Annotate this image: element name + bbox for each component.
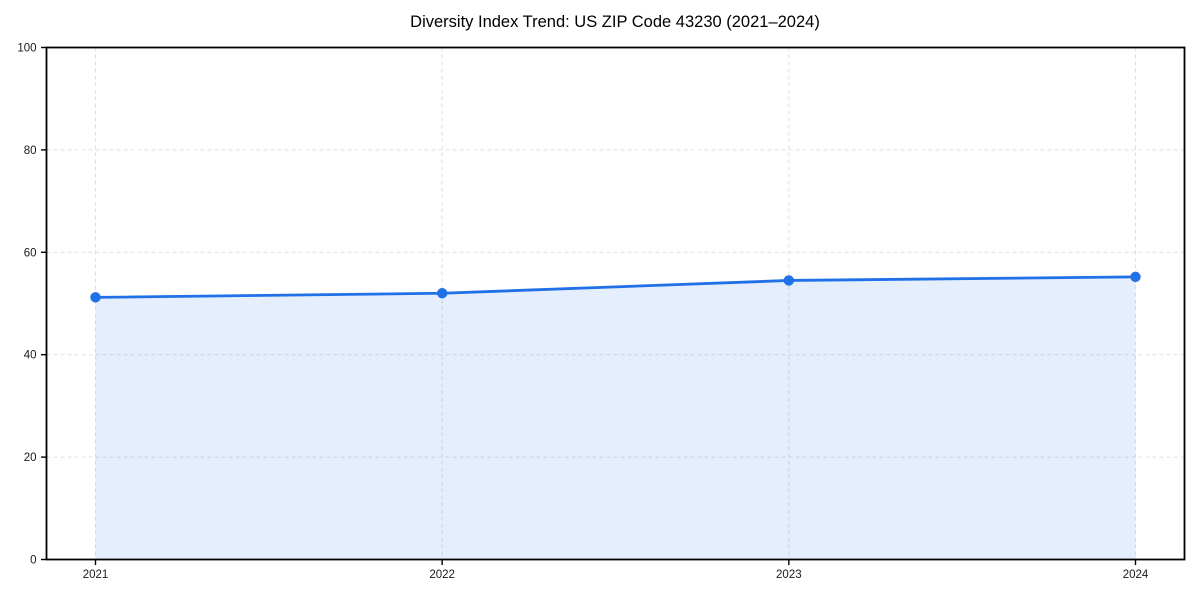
ytick-label-80: 80: [24, 145, 37, 157]
plot-border: [45, 46, 1186, 561]
ytick-label-40: 40: [24, 350, 37, 362]
xtick-label-2022: 2022: [429, 569, 455, 581]
data-point-2024: [1130, 271, 1141, 283]
ytick-label-60: 60: [24, 247, 37, 259]
series-area: [95, 276, 1136, 560]
xtick-label-2024: 2024: [1123, 569, 1149, 581]
axes: [41, 46, 1186, 565]
area-fill: [95, 276, 1136, 560]
ytick-label-0: 0: [30, 555, 36, 567]
data-point-2021: [90, 292, 101, 303]
chart-title: Diversity Index Trend: US ZIP Code 43230…: [410, 13, 820, 31]
tick-labels: 0 20 40 60 80 100 2021 2022 2023 2024: [17, 43, 1149, 581]
xtick-label-2021: 2021: [83, 569, 109, 581]
data-point-2022: [436, 288, 448, 299]
series-line: [94, 275, 1137, 299]
trend-line: [94, 275, 1137, 299]
gridlines: [46, 47, 1185, 560]
data-points: [90, 271, 1141, 303]
data-point-2023: [783, 275, 795, 286]
ytick-label-100: 100: [17, 43, 36, 55]
xtick-label-2023: 2023: [776, 569, 802, 581]
ytick-label-20: 20: [24, 452, 37, 464]
